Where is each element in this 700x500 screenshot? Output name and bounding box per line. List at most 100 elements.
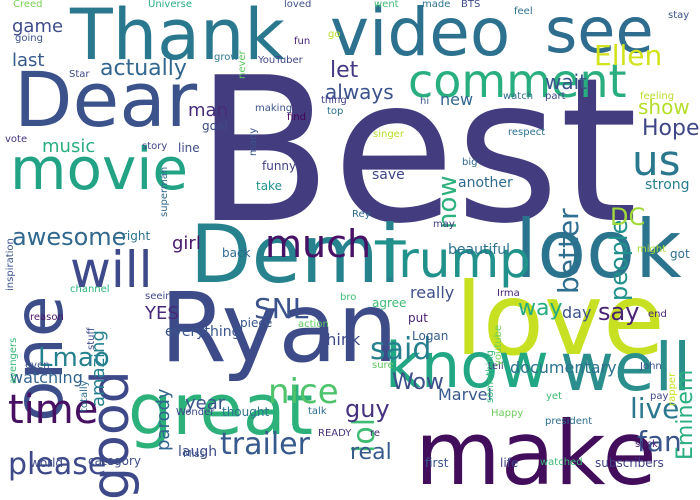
word-day: day — [562, 303, 592, 322]
word-back: back — [222, 246, 251, 260]
word-trailer: trailer — [220, 427, 310, 462]
word-totally: totally — [79, 380, 90, 412]
word-piece: piece — [240, 316, 273, 330]
word-go: go — [328, 29, 341, 40]
word-documentary: documentary — [510, 358, 617, 377]
word-really: really — [410, 283, 455, 302]
word-love: love — [455, 261, 665, 378]
word-another: another — [458, 175, 513, 191]
word-bts: BTS — [461, 0, 481, 10]
word-yet: yet — [546, 391, 562, 402]
word-trump: Trump — [375, 231, 531, 289]
word-girl: girl — [172, 233, 201, 254]
word-funny: funny — [262, 159, 297, 173]
word-end: end — [648, 309, 667, 320]
word-time: time — [8, 387, 99, 433]
word-man: man — [188, 100, 228, 121]
word-think: think — [320, 330, 361, 349]
word-much: much — [265, 222, 372, 266]
word-hope: Hope — [642, 116, 700, 141]
word-new: new — [440, 90, 474, 109]
word-story: story — [142, 141, 168, 152]
word-feeling: feeling — [640, 91, 675, 102]
word-watch: watch — [503, 91, 534, 102]
word-rapper: rapper — [667, 372, 678, 406]
word-put: put — [408, 311, 428, 325]
word-laugh: laugh — [178, 444, 218, 460]
word-see: see — [545, 0, 654, 67]
word-action: action — [298, 319, 329, 330]
word-demi: Demi — [190, 208, 401, 301]
word-inspiration: inspiration — [5, 238, 16, 291]
word-awesome: awesome — [12, 223, 127, 251]
word-suck: suck — [635, 439, 658, 450]
word-stuff: stuff — [86, 327, 97, 350]
word-know: know — [385, 329, 549, 402]
word-find: find — [287, 112, 306, 123]
word-goal: goal — [202, 119, 228, 133]
word-category: category — [88, 454, 142, 468]
word-take: take — [256, 179, 282, 193]
word-ready: READY — [318, 428, 352, 439]
word-universe: Universe — [148, 0, 192, 10]
word-ellen: Ellen — [594, 39, 663, 72]
word-making: making — [255, 103, 293, 114]
word-star: Star — [69, 69, 90, 80]
word-big: big — [462, 157, 478, 168]
word-ryan: Ryan — [160, 272, 398, 384]
word-nice: nice — [268, 372, 339, 412]
word-grow: grow — [214, 52, 239, 63]
word-parody: parody — [153, 388, 174, 451]
word-movie: movie — [10, 135, 189, 203]
word-marvel: Marvel — [438, 385, 492, 404]
word-thing: thing — [321, 95, 347, 106]
word-never: never — [237, 50, 248, 79]
word-feel: feel — [514, 6, 533, 17]
word-got: got — [670, 247, 690, 261]
word-wonder: Wonder — [176, 407, 215, 418]
word-eminem: Eminem — [673, 369, 698, 460]
word-actually: actually — [100, 56, 187, 81]
word-music: music — [42, 136, 96, 157]
word-us: us — [632, 136, 681, 185]
word-loved: loved — [284, 0, 312, 10]
word-many: many — [248, 127, 259, 156]
word-dear: Dear — [14, 55, 198, 144]
word-john: John — [640, 361, 662, 372]
word-stay: stay — [668, 10, 690, 21]
word-went: went — [374, 0, 399, 10]
word-thought: thought — [222, 405, 270, 419]
word-live: live — [630, 392, 680, 425]
word-youtube: youtube — [493, 324, 504, 366]
word-seeing: seeing — [145, 291, 178, 302]
word-always: always — [325, 80, 394, 104]
word-first: first — [425, 456, 449, 470]
word-dc: DC — [610, 203, 646, 231]
word-let: let — [330, 58, 359, 83]
word-thank: Thank — [70, 0, 285, 76]
word-logan: Logan — [412, 329, 449, 343]
word-vote: vote — [5, 134, 28, 145]
word-world: world — [30, 456, 64, 470]
word-sure: sure — [372, 360, 394, 371]
word-strong: strong — [645, 177, 690, 193]
word-rey: Rey — [352, 209, 371, 220]
word-said: said — [370, 332, 432, 367]
word-last: last — [12, 50, 45, 71]
word-respect: respect — [508, 127, 546, 138]
word-top: top — [327, 106, 344, 117]
word-guy: guy — [345, 395, 390, 423]
word-comment: comment — [408, 54, 627, 108]
word-better: better — [552, 208, 585, 294]
word-fun: fun — [294, 36, 311, 47]
word-talk: talk — [308, 406, 327, 417]
word-snl: SNL — [254, 292, 309, 325]
word-bro: bro — [340, 292, 357, 303]
word-people: people — [605, 219, 633, 301]
word-subscribers: subscribers — [595, 456, 664, 470]
word-great: great — [128, 369, 314, 451]
word-president: president — [545, 416, 593, 427]
word-pay: pay — [650, 391, 669, 402]
word-miss: Miss — [183, 449, 205, 460]
